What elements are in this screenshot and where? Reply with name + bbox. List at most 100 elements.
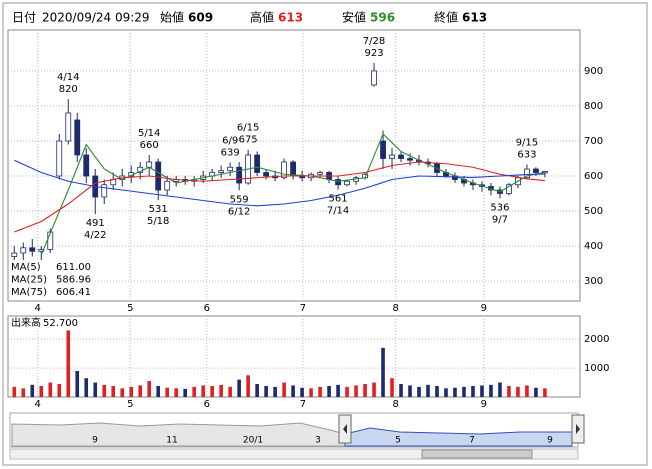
navigator-label: 9 <box>547 436 553 446</box>
navigator-label: 20/1 <box>243 436 263 446</box>
low-label: 安値 <box>342 10 366 25</box>
volume-panel <box>7 315 581 398</box>
legend-name: MA(5) <box>11 262 41 273</box>
annotation-date: 9/7 <box>492 214 508 225</box>
scrollbar[interactable] <box>9 448 579 460</box>
volume-bar <box>327 386 331 397</box>
annotation-value: 820 <box>59 84 78 95</box>
open: 609 <box>188 11 213 25</box>
volume-bar <box>444 388 448 397</box>
navigator-selection <box>344 427 573 447</box>
volume-bar <box>39 386 44 397</box>
annotation-value: 660 <box>140 140 159 151</box>
volume-bar <box>201 385 205 397</box>
close-label: 終値 <box>434 10 458 25</box>
volume-bar <box>363 383 367 397</box>
volume-bar <box>291 385 295 397</box>
candle-body <box>263 172 270 177</box>
volume-bar <box>543 388 547 397</box>
candle-body <box>218 170 225 173</box>
volume-bar <box>525 385 529 397</box>
candle-body <box>254 154 261 173</box>
volume-bar <box>219 384 223 397</box>
volume-bar <box>381 347 385 397</box>
x-tick-label: 4 <box>34 303 40 314</box>
annotation-value: 639 <box>221 147 240 158</box>
volume-bar <box>534 387 538 397</box>
annotation-value: 633 <box>517 149 536 160</box>
header: 日付 2020/09/24 09:29 始値 609 高値 613 安値 596… <box>12 10 487 25</box>
navigator-label: 11 <box>166 436 177 446</box>
volume-bar <box>426 384 430 397</box>
candle-body <box>371 70 377 86</box>
candle-body <box>236 166 243 184</box>
x-tick-label: 7 <box>300 399 306 410</box>
y-tick-label: 300 <box>584 276 603 287</box>
volume-bar <box>471 386 475 397</box>
date-label: 日付 <box>12 11 36 25</box>
close: 613 <box>462 11 487 25</box>
x-tick-label: 6 <box>204 399 210 410</box>
volume-bar <box>75 370 80 397</box>
navigator-label: 9 <box>92 436 98 446</box>
candle-body <box>65 112 72 142</box>
volume-bar <box>102 384 107 397</box>
annotation-value: 491 <box>86 218 105 229</box>
scrollbar-thumb[interactable] <box>421 449 533 459</box>
candle-body <box>83 154 90 177</box>
volume-bar <box>507 386 511 397</box>
navigator-label: 5 <box>395 436 401 446</box>
candle-body <box>56 140 63 177</box>
volume-bar <box>93 382 98 397</box>
low: 596 <box>370 11 395 25</box>
volume-bar <box>84 378 89 397</box>
volume-bar <box>129 386 134 397</box>
navigator-label: 7 <box>469 436 475 446</box>
volume-bar <box>210 386 214 397</box>
volume-bar <box>12 386 17 397</box>
candle-body <box>227 166 234 172</box>
y-tick-label: 800 <box>584 101 603 112</box>
x-tick-label: 5 <box>127 399 133 410</box>
annotation-date: 7/28 <box>363 36 385 47</box>
volume-bar <box>345 386 349 397</box>
date: 2020/09/24 09:29 <box>42 11 150 25</box>
volume-bar <box>435 386 439 397</box>
legend-name: MA(75) <box>11 287 47 298</box>
x-tick-label: 4 <box>34 399 40 410</box>
volume-bar <box>30 384 35 397</box>
x-tick-label: 6 <box>204 303 210 314</box>
high: 613 <box>278 11 303 25</box>
annotation-date: 4/22 <box>84 230 106 241</box>
volume-label: 出来高 <box>11 316 41 329</box>
candle-body <box>29 247 36 252</box>
volume-bar <box>354 385 358 397</box>
volume-bar <box>273 386 277 397</box>
candle-body <box>317 172 323 175</box>
volume-bar <box>480 385 484 397</box>
legend-box <box>9 260 93 300</box>
volume-bar <box>264 386 268 397</box>
candle-body <box>335 179 341 186</box>
annotation-date: 7/14 <box>327 206 349 217</box>
volume-bar <box>408 385 412 397</box>
x-tick-label: 8 <box>392 399 398 410</box>
annotation-date: 6/12 <box>228 206 250 217</box>
ma-line <box>40 133 546 255</box>
candle-body <box>533 168 539 173</box>
candle-body <box>380 140 386 159</box>
annotation-value: 536 <box>490 202 509 213</box>
candle-body <box>74 119 81 156</box>
volume-bar <box>399 383 403 397</box>
annotation-value: 561 <box>329 194 348 205</box>
volume-bar <box>48 382 53 397</box>
volume-bar <box>138 385 143 397</box>
annotation-date: 5/14 <box>138 128 160 139</box>
volume-bar <box>516 386 520 397</box>
legend-value: 611.00 <box>56 262 91 273</box>
volume-bar <box>192 386 196 397</box>
volume-bar <box>246 375 250 397</box>
candle-body <box>344 180 350 186</box>
volume-bar <box>147 381 152 397</box>
candle-body <box>47 231 54 250</box>
